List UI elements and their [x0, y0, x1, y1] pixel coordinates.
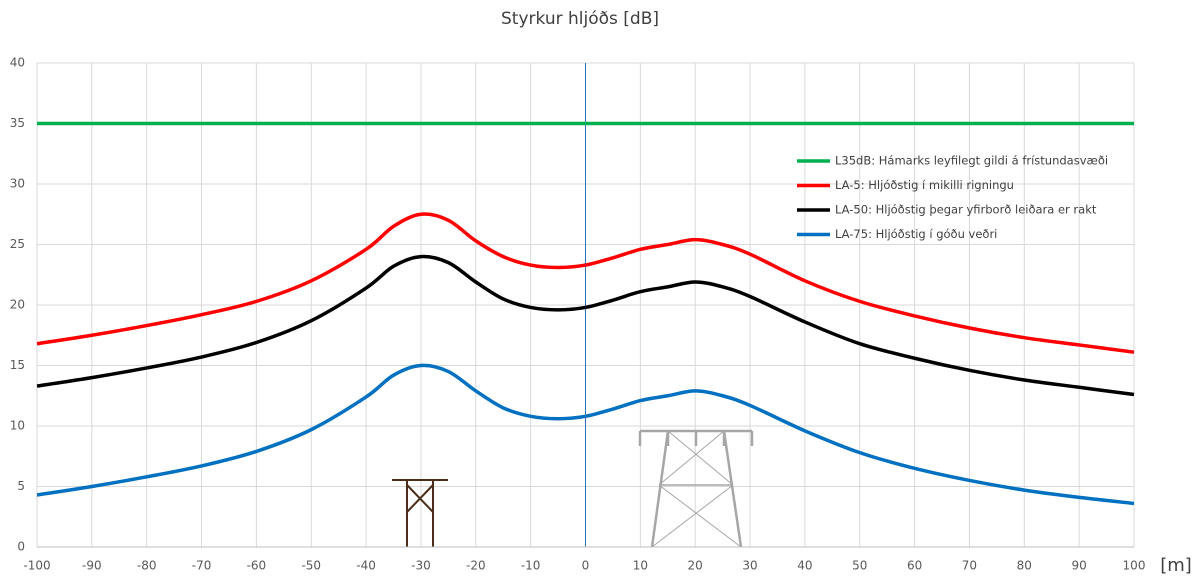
x-tick-label: -60: [247, 559, 267, 573]
y-tick-label: 25: [10, 237, 25, 251]
legend-label: LA-50: Hljóðstig þegar yfirborð leiðara …: [835, 203, 1097, 217]
x-axis-label: [m]: [1160, 555, 1192, 576]
legend-label: L35dB: Hámarks leyfilegt gildi á frístun…: [835, 154, 1108, 168]
legend-label: LA-75: Hljóðstig í góðu veðri: [835, 227, 997, 241]
y-tick-label: 30: [10, 177, 25, 191]
y-tick-label: 15: [10, 358, 25, 372]
x-tick-label: -40: [356, 559, 376, 573]
x-tick-label: -80: [137, 559, 157, 573]
x-tick-label: -50: [301, 559, 321, 573]
chart-title: Styrkur hljóðs [dB]: [501, 9, 659, 29]
legend-label: LA-5: Hljóðstig í mikilli rigningu: [835, 178, 1014, 192]
x-tick-label: 90: [1072, 559, 1087, 573]
x-tick-label: 20: [688, 559, 703, 573]
page: {"chart_data": {"type": "line", "title":…: [0, 0, 1200, 578]
x-tick-label: 80: [1017, 559, 1032, 573]
small-pylon: [392, 480, 448, 547]
x-tick-label: 60: [907, 559, 922, 573]
x-tick-label: -100: [23, 559, 50, 573]
x-tick-label: -70: [192, 559, 212, 573]
y-tick-label: 35: [10, 116, 25, 130]
x-tick-label: -90: [82, 559, 102, 573]
x-tick-label: 70: [962, 559, 977, 573]
y-tick-label: 40: [10, 56, 25, 70]
chart: Styrkur hljóðs [dB] [m] 0 5 10 15 20 25 30 35 40…: [0, 0, 1200, 578]
x-tick-label: -10: [521, 559, 541, 573]
x-tick-label: 100: [1123, 559, 1146, 573]
large-pylon: [640, 431, 752, 547]
y-tick-label: 10: [10, 419, 25, 433]
x-tick-label: 40: [797, 559, 812, 573]
x-tick-label: 30: [742, 559, 757, 573]
x-tick-label: 10: [633, 559, 648, 573]
y-tick-label: 5: [17, 479, 25, 493]
x-tick-label: 50: [852, 559, 867, 573]
x-tick-label: 0: [582, 559, 590, 573]
y-tick-label: 0: [17, 540, 25, 554]
y-tick-label: 20: [10, 298, 25, 312]
x-tick-label: -20: [466, 559, 486, 573]
x-tick-label: -30: [411, 559, 431, 573]
